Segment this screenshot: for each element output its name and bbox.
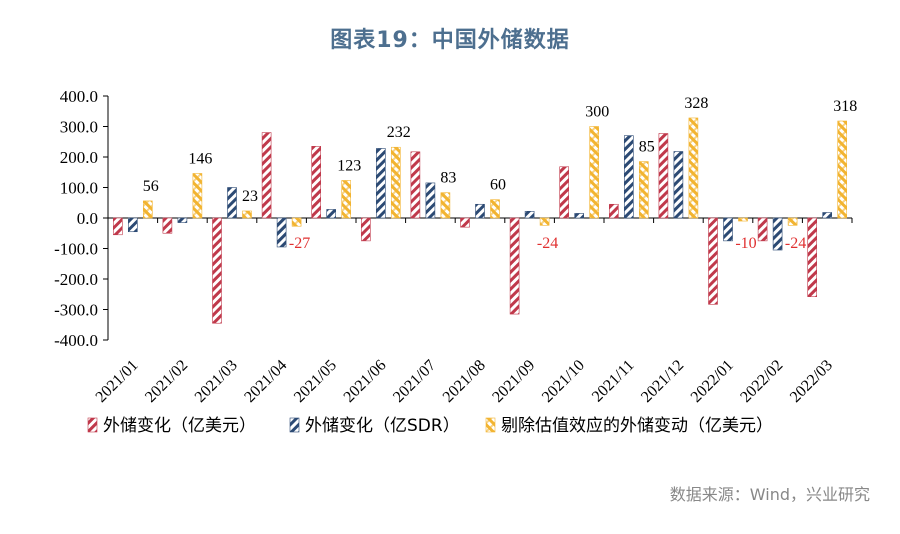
data-label: 56	[143, 178, 159, 195]
y-tick-label: 400.0	[60, 87, 98, 106]
x-tick-label: 2022/01	[688, 357, 737, 406]
bar-1	[113, 217, 123, 236]
bar-1	[708, 217, 718, 305]
y-tick-label: -400.0	[54, 331, 98, 350]
chart-title: 图表19：中国外储数据	[330, 28, 570, 53]
bar-1	[311, 146, 322, 219]
bar-2	[524, 210, 535, 219]
bar-1	[162, 217, 173, 234]
bar-2	[276, 217, 287, 248]
x-tick-label: 2021/05	[291, 357, 340, 406]
bar-3	[787, 217, 798, 226]
legend-swatch-2	[289, 417, 300, 433]
bar-3	[589, 126, 600, 219]
y-tick-label: 0.0	[77, 209, 98, 228]
data-label: 232	[387, 124, 411, 141]
bar-1	[608, 203, 619, 219]
bar-1	[757, 217, 768, 242]
bar-3	[192, 173, 203, 219]
bar-2	[673, 151, 684, 219]
data-label: 23	[242, 188, 258, 205]
bar-3	[390, 146, 401, 219]
bar-1	[559, 166, 570, 219]
y-tick-label: 100.0	[60, 179, 98, 198]
bar-2	[128, 217, 138, 233]
bar-3	[143, 200, 153, 219]
bar-2	[475, 203, 485, 219]
x-tick-label: 2021/11	[589, 357, 638, 406]
bar-2	[425, 182, 436, 219]
x-tick-label: 2021/03	[192, 357, 241, 406]
bar-3	[341, 180, 352, 219]
bar-2	[574, 213, 585, 219]
bar-2	[227, 187, 237, 219]
data-label: 123	[337, 157, 361, 174]
data-label: -24	[537, 235, 558, 252]
x-tick-label: 2021/06	[341, 357, 390, 406]
x-tick-label: 2022/02	[737, 357, 786, 406]
legend-swatch-1	[87, 417, 98, 433]
x-tick-label: 2021/12	[638, 357, 687, 406]
bar-1	[460, 217, 470, 228]
source-note: 数据来源：Wind，兴业研究	[669, 485, 870, 504]
y-tick-label: -300.0	[54, 301, 98, 320]
bar-2	[623, 135, 634, 219]
data-label: 146	[188, 150, 212, 167]
legend-label-1: 外储变化（亿美元）	[103, 416, 256, 436]
y-tick-label: -100.0	[54, 240, 98, 259]
x-tick-label: 2021/07	[390, 357, 439, 406]
x-tick-label: 2021/08	[440, 357, 489, 406]
bar-3	[291, 217, 302, 227]
legend-label-3: 剔除估值效应的外储变动（亿美元）	[501, 416, 773, 436]
bar-3	[490, 199, 500, 219]
bar-3	[440, 192, 451, 219]
x-tick-label: 2021/02	[142, 357, 191, 406]
bar-1	[509, 217, 520, 315]
y-tick-label: 300.0	[60, 118, 98, 137]
x-tick-label: 2022/03	[787, 357, 836, 406]
bar-2	[177, 217, 188, 223]
legend-label-2: 外储变化（亿SDR）	[305, 416, 460, 436]
bar-3	[638, 161, 649, 219]
data-label: 60	[490, 177, 506, 194]
data-label: -24	[785, 235, 806, 252]
bar-2	[326, 209, 337, 219]
bar-2	[772, 217, 783, 251]
data-label: -10	[735, 235, 756, 252]
legend-swatch-3	[485, 417, 496, 433]
bar-2	[723, 217, 733, 242]
x-tick-label: 2021/09	[489, 357, 538, 406]
bar-1	[658, 133, 669, 219]
bar-3	[688, 117, 699, 219]
x-tick-label: 2021/10	[539, 357, 588, 406]
bar-1	[360, 217, 371, 242]
y-tick-label: -200.0	[54, 270, 98, 289]
bar-1	[410, 151, 421, 219]
bar-1	[212, 217, 222, 324]
bar-3	[738, 217, 748, 222]
data-label: 300	[585, 104, 609, 121]
bar-2	[375, 148, 386, 219]
bar-1	[261, 132, 272, 219]
data-label: 328	[684, 95, 708, 112]
x-tick-label: 2021/04	[241, 357, 290, 406]
bar-3	[242, 210, 252, 219]
data-label: 318	[833, 98, 857, 115]
data-label: -27	[289, 235, 310, 252]
data-label: 85	[639, 139, 655, 156]
bar-1	[807, 217, 818, 297]
data-label: 83	[440, 170, 456, 187]
y-tick-label: 200.0	[60, 148, 98, 167]
bar-3	[539, 217, 550, 226]
bar-2	[822, 212, 833, 219]
x-tick-label: 2021/01	[93, 357, 142, 406]
bar-3	[837, 120, 848, 219]
